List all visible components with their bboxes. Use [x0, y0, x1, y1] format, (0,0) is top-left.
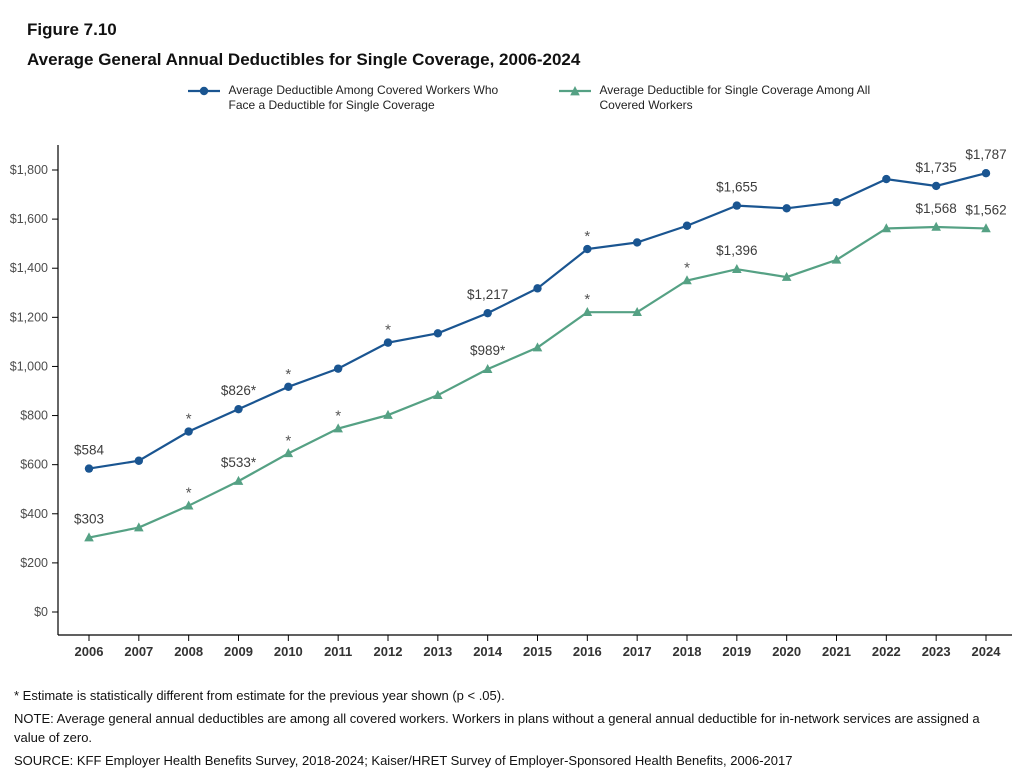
svg-text:2009: 2009	[224, 644, 253, 659]
data-label: $1,396	[716, 243, 757, 258]
footnote-source: SOURCE: KFF Employer Health Benefits Sur…	[14, 752, 793, 768]
svg-text:$800: $800	[20, 409, 48, 423]
significance-asterisk: *	[584, 228, 590, 245]
footnote-note: NOTE: Average general annual deductibles…	[14, 710, 980, 746]
svg-text:$1,600: $1,600	[10, 212, 48, 226]
svg-text:2023: 2023	[922, 644, 951, 659]
svg-text:2006: 2006	[75, 644, 104, 659]
series-line-0	[88, 172, 987, 470]
svg-text:$200: $200	[20, 556, 48, 570]
svg-text:$400: $400	[20, 507, 48, 521]
significance-asterisk: *	[385, 322, 391, 339]
svg-text:2010: 2010	[274, 644, 303, 659]
svg-text:2007: 2007	[124, 644, 153, 659]
significance-asterisk: *	[186, 485, 192, 502]
svg-text:2018: 2018	[673, 644, 702, 659]
legend-item-face-deductible: Average Deductible Among Covered Workers…	[187, 83, 503, 114]
axes	[57, 145, 1012, 636]
svg-text:$1,000: $1,000	[10, 359, 48, 373]
svg-text:2016: 2016	[573, 644, 602, 659]
footnote-asterisk: * Estimate is statistically different fr…	[14, 688, 505, 703]
svg-text:$1,400: $1,400	[10, 261, 48, 275]
data-label: $1,787	[965, 147, 1006, 162]
svg-text:2015: 2015	[523, 644, 552, 659]
data-label: $1,562	[965, 202, 1006, 217]
data-label: $303	[74, 512, 104, 527]
svg-text:$0: $0	[34, 605, 48, 619]
green-line-triangle-marker-icon	[558, 86, 591, 96]
svg-text:2011: 2011	[324, 644, 352, 659]
significance-asterisk: *	[684, 260, 690, 277]
svg-text:2020: 2020	[772, 644, 801, 659]
svg-text:2012: 2012	[374, 644, 403, 659]
svg-text:2021: 2021	[822, 644, 851, 659]
svg-text:2024: 2024	[972, 644, 1002, 659]
title-block: Figure 7.10 Average General Annual Deduc…	[0, 0, 1024, 70]
significance-asterisk: *	[335, 408, 341, 425]
svg-text:$1,800: $1,800	[10, 163, 48, 177]
data-label: $584	[74, 443, 105, 458]
svg-text:2014: 2014	[473, 644, 503, 659]
figure-title: Average General Annual Deductibles for S…	[27, 50, 581, 69]
significance-asterisk: *	[285, 366, 291, 383]
svg-text:2019: 2019	[722, 644, 751, 659]
svg-text:2013: 2013	[423, 644, 452, 659]
series-0: * * * * $584 $826* $1,217 $1,655 $1,735 $1,787	[74, 147, 1007, 473]
significance-asterisk: *	[285, 432, 291, 449]
svg-text:$1,200: $1,200	[10, 310, 48, 324]
svg-text:2008: 2008	[174, 644, 203, 659]
data-label: $1,735	[916, 160, 957, 175]
y-axis-ticks: $0 $200 $400 $600 $800 $1,000 $1,200 $1,400 $1,6…	[10, 163, 58, 619]
svg-text:2017: 2017	[623, 644, 652, 659]
blue-line-circle-marker-icon	[187, 86, 220, 96]
series-1: * * * * * $303 $533* $989* $1,396 $1,568 $1,562	[74, 201, 1007, 542]
data-label: $826*	[221, 383, 257, 398]
data-label: $1,568	[916, 201, 957, 216]
line-chart: $0 $200 $400 $600 $800 $1,000 $1,200 $1,400 $1,6…	[10, 145, 1012, 659]
significance-asterisk: *	[186, 411, 192, 428]
svg-text:$600: $600	[20, 458, 48, 472]
data-label: $1,217	[467, 287, 508, 302]
footnotes: * Estimate is statistically different fr…	[14, 686, 1014, 770]
data-label: $989*	[470, 343, 506, 358]
legend-label-face-deductible: Average Deductible Among Covered Workers…	[228, 83, 499, 113]
legend-item-all-workers: Average Deductible for Single Coverage A…	[558, 83, 874, 114]
svg-text:2022: 2022	[872, 644, 901, 659]
significance-asterisk: *	[584, 291, 590, 308]
legend-label-all-workers: Average Deductible for Single Coverage A…	[599, 83, 871, 113]
data-label: $533*	[221, 455, 257, 470]
x-axis-ticks: 2006 2007 2008 2009 2010 2011 2012 2013 2014 2015…	[75, 635, 1002, 659]
figure-number: Figure 7.10	[27, 20, 117, 39]
data-label: $1,655	[716, 180, 757, 195]
legend: Average Deductible Among Covered Workers…	[0, 83, 1024, 114]
